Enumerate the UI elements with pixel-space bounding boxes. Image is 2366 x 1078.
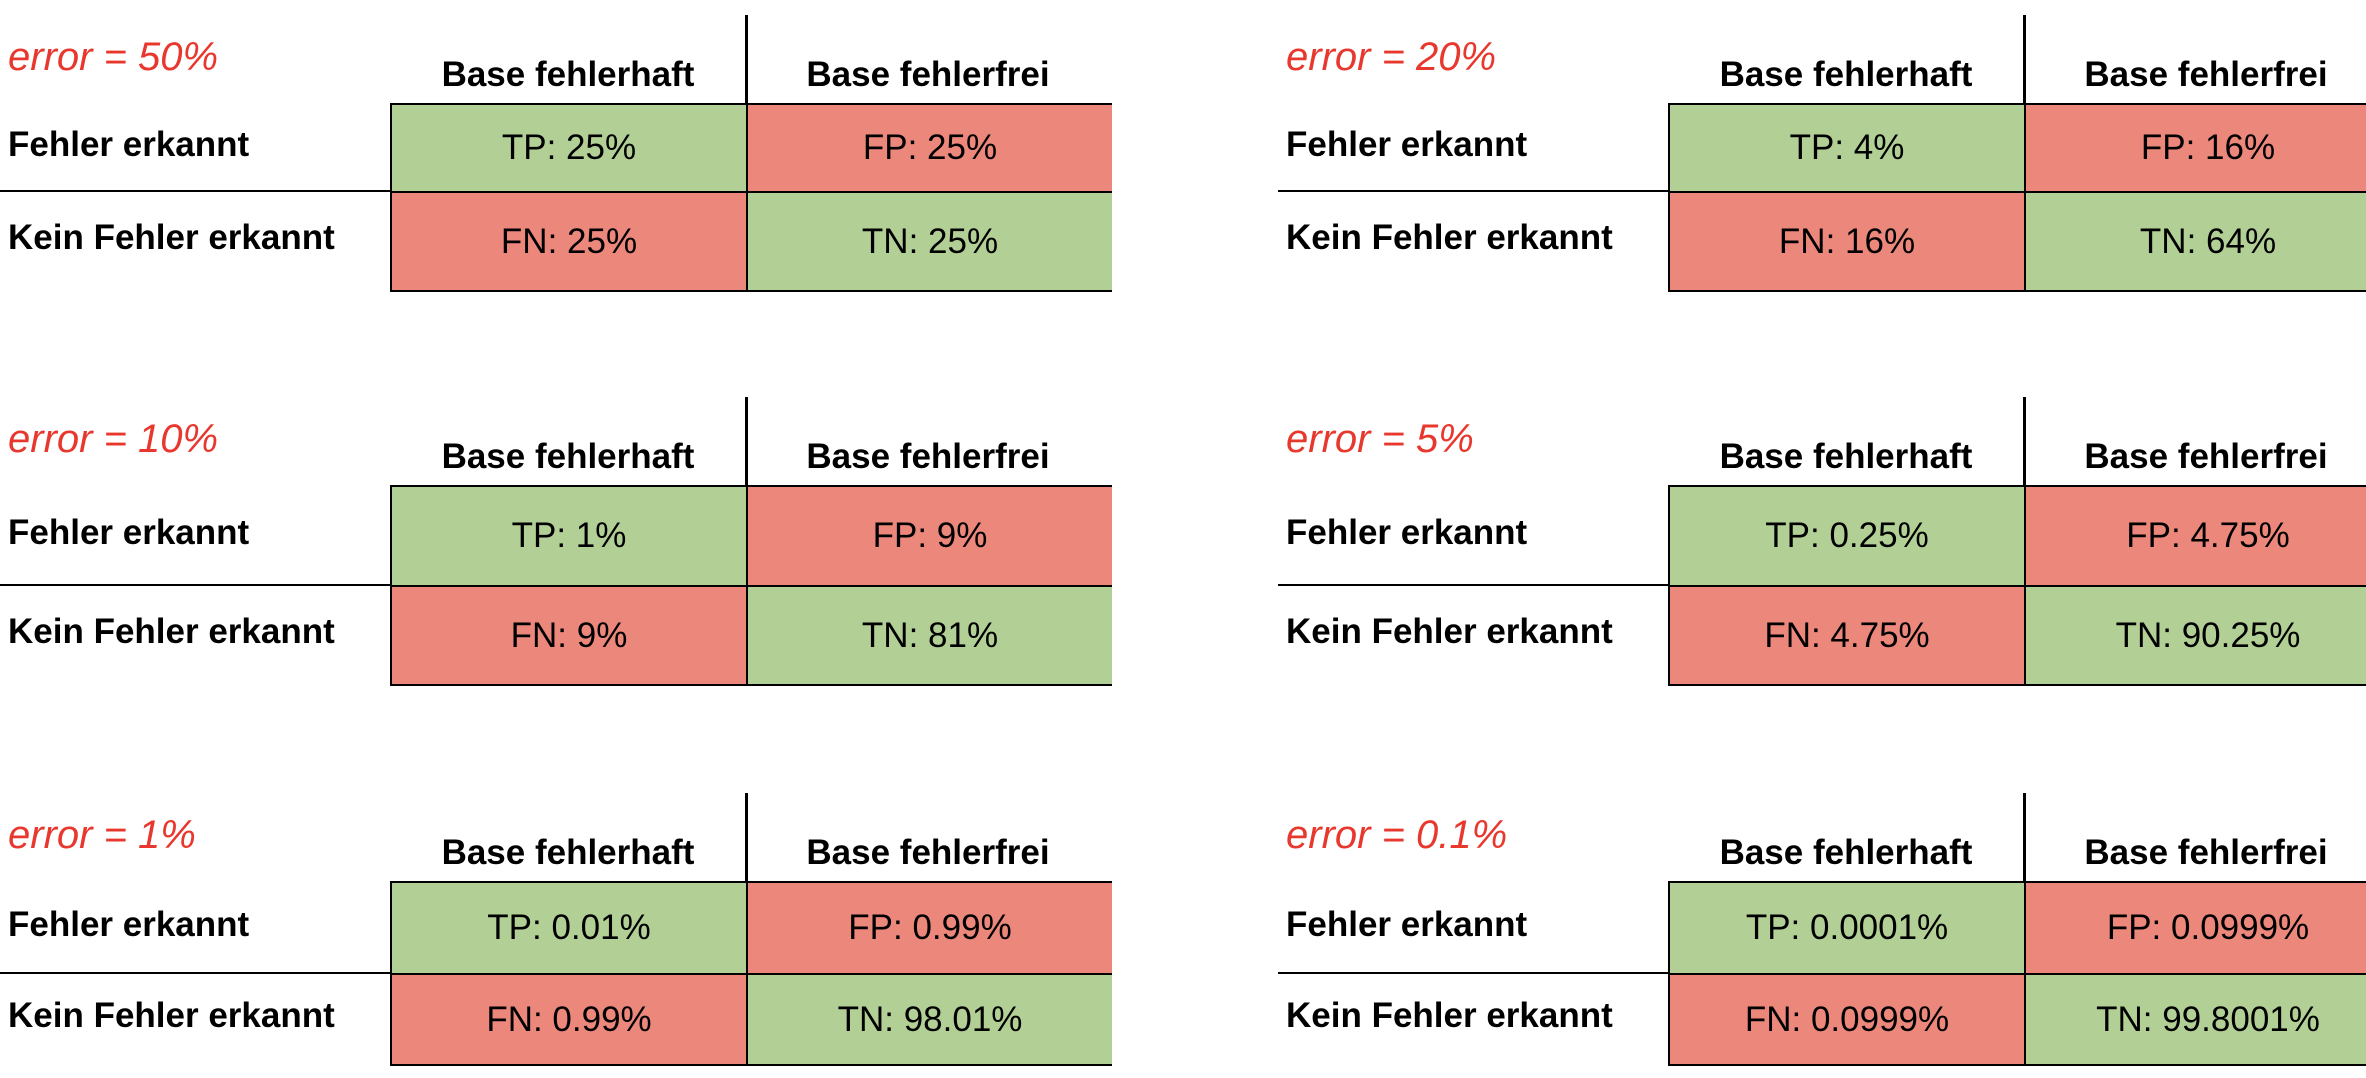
false-negative-cell: FN: 0.99% — [392, 975, 748, 1064]
true-negative-cell: TN: 98.01% — [748, 975, 1112, 1064]
row-label-fehler-erkannt: Fehler erkannt — [1286, 513, 1528, 552]
error-rate-label: error = 20% — [1286, 35, 1497, 79]
column-header-base-fehlerfrei: Base fehlerfrei — [2084, 55, 2328, 94]
error-rate-label: error = 1% — [8, 813, 196, 857]
false-negative-cell: FN: 9% — [392, 587, 748, 684]
row-label-kein-fehler-erkannt: Kein Fehler erkannt — [1286, 995, 1613, 1035]
confusion-matrix-panel: error = 0.1% Base fehlerhaft Base fehlerfr… — [1278, 793, 2366, 1066]
row-divider — [0, 972, 392, 974]
true-positive-cell: TP: 0.25% — [1670, 487, 2026, 587]
row-label-kein-fehler-erkannt: Kein Fehler erkannt — [8, 217, 335, 257]
column-header-base-fehlerfrei: Base fehlerfrei — [806, 833, 1050, 872]
true-negative-cell: TN: 90.25% — [2026, 587, 2366, 684]
column-header-base-fehlerhaft: Base fehlerhaft — [1719, 833, 1973, 872]
column-divider — [745, 793, 748, 885]
row-divider — [1278, 584, 1670, 586]
false-negative-cell: FN: 16% — [1670, 193, 2026, 290]
row-label-kein-fehler-erkannt: Kein Fehler erkannt — [8, 611, 335, 651]
true-negative-cell: TN: 81% — [748, 587, 1112, 684]
false-positive-cell: FP: 0.0999% — [2026, 883, 2366, 975]
column-header-base-fehlerfrei: Base fehlerfrei — [806, 55, 1050, 94]
column-divider — [745, 397, 748, 489]
row-label-kein-fehler-erkannt: Kein Fehler erkannt — [8, 995, 335, 1035]
column-header-base-fehlerfrei: Base fehlerfrei — [2084, 437, 2328, 476]
true-negative-cell: TN: 25% — [748, 193, 1112, 290]
true-positive-cell: TP: 0.01% — [392, 883, 748, 975]
true-positive-cell: TP: 0.0001% — [1670, 883, 2026, 975]
false-negative-cell: FN: 25% — [392, 193, 748, 290]
column-divider — [2023, 397, 2026, 489]
confusion-matrix-panel: error = 10% Base fehlerhaft Base fehlerfre… — [0, 397, 1115, 686]
true-positive-cell: TP: 25% — [392, 105, 748, 193]
confusion-matrix-panel: error = 20% Base fehlerhaft Base fehlerfre… — [1278, 15, 2366, 292]
column-header-base-fehlerfrei: Base fehlerfrei — [806, 437, 1050, 476]
true-negative-cell: TN: 99.8001% — [2026, 975, 2366, 1064]
confusion-matrix: TP: 0.25% FP: 4.75% FN: 4.75% TN: 90.25% — [1668, 485, 2366, 686]
row-label-kein-fehler-erkannt: Kein Fehler erkannt — [1286, 217, 1613, 257]
confusion-matrix: TP: 1% FP: 9% FN: 9% TN: 81% — [390, 485, 1112, 686]
confusion-matrix-panel: error = 5% Base fehlerhaft Base fehlerfrei… — [1278, 397, 2366, 686]
column-header-base-fehlerhaft: Base fehlerhaft — [1719, 55, 1973, 94]
column-header-base-fehlerhaft: Base fehlerhaft — [1719, 437, 1973, 476]
confusion-matrix-panel: error = 50% Base fehlerhaft Base fehlerfre… — [0, 15, 1115, 292]
row-label-fehler-erkannt: Fehler erkannt — [8, 905, 250, 944]
confusion-matrix: TP: 4% FP: 16% FN: 16% TN: 64% — [1668, 103, 2366, 292]
column-header-base-fehlerhaft: Base fehlerhaft — [441, 833, 695, 872]
column-header-base-fehlerhaft: Base fehlerhaft — [441, 437, 695, 476]
row-divider — [0, 584, 392, 586]
confusion-matrix-panel: error = 1% Base fehlerhaft Base fehlerfrei… — [0, 793, 1115, 1066]
column-header-base-fehlerhaft: Base fehlerhaft — [441, 55, 695, 94]
false-positive-cell: FP: 4.75% — [2026, 487, 2366, 587]
column-divider — [745, 15, 748, 107]
confusion-matrix: TP: 25% FP: 25% FN: 25% TN: 25% — [390, 103, 1112, 292]
true-positive-cell: TP: 4% — [1670, 105, 2026, 193]
error-rate-label: error = 10% — [8, 417, 219, 461]
error-rate-label: error = 5% — [1286, 417, 1474, 461]
false-negative-cell: FN: 4.75% — [1670, 587, 2026, 684]
true-positive-cell: TP: 1% — [392, 487, 748, 587]
row-divider — [1278, 972, 1670, 974]
error-rate-label: error = 0.1% — [1286, 813, 1508, 857]
false-positive-cell: FP: 25% — [748, 105, 1112, 193]
row-label-kein-fehler-erkannt: Kein Fehler erkannt — [1286, 611, 1613, 651]
row-label-fehler-erkannt: Fehler erkannt — [1286, 905, 1528, 944]
confusion-matrix: TP: 0.0001% FP: 0.0999% FN: 0.0999% TN: 99.… — [1668, 881, 2366, 1066]
confusion-matrix: TP: 0.01% FP: 0.99% FN: 0.99% TN: 98.01% — [390, 881, 1112, 1066]
row-label-fehler-erkannt: Fehler erkannt — [8, 513, 250, 552]
row-label-fehler-erkannt: Fehler erkannt — [8, 125, 250, 164]
false-positive-cell: FP: 16% — [2026, 105, 2366, 193]
column-divider — [2023, 15, 2026, 107]
column-header-base-fehlerfrei: Base fehlerfrei — [2084, 833, 2328, 872]
false-positive-cell: FP: 9% — [748, 487, 1112, 587]
error-rate-label: error = 50% — [8, 35, 219, 79]
column-divider — [2023, 793, 2026, 885]
row-label-fehler-erkannt: Fehler erkannt — [1286, 125, 1528, 164]
false-positive-cell: FP: 0.99% — [748, 883, 1112, 975]
false-negative-cell: FN: 0.0999% — [1670, 975, 2026, 1064]
row-divider — [0, 190, 392, 192]
true-negative-cell: TN: 64% — [2026, 193, 2366, 290]
row-divider — [1278, 190, 1670, 192]
